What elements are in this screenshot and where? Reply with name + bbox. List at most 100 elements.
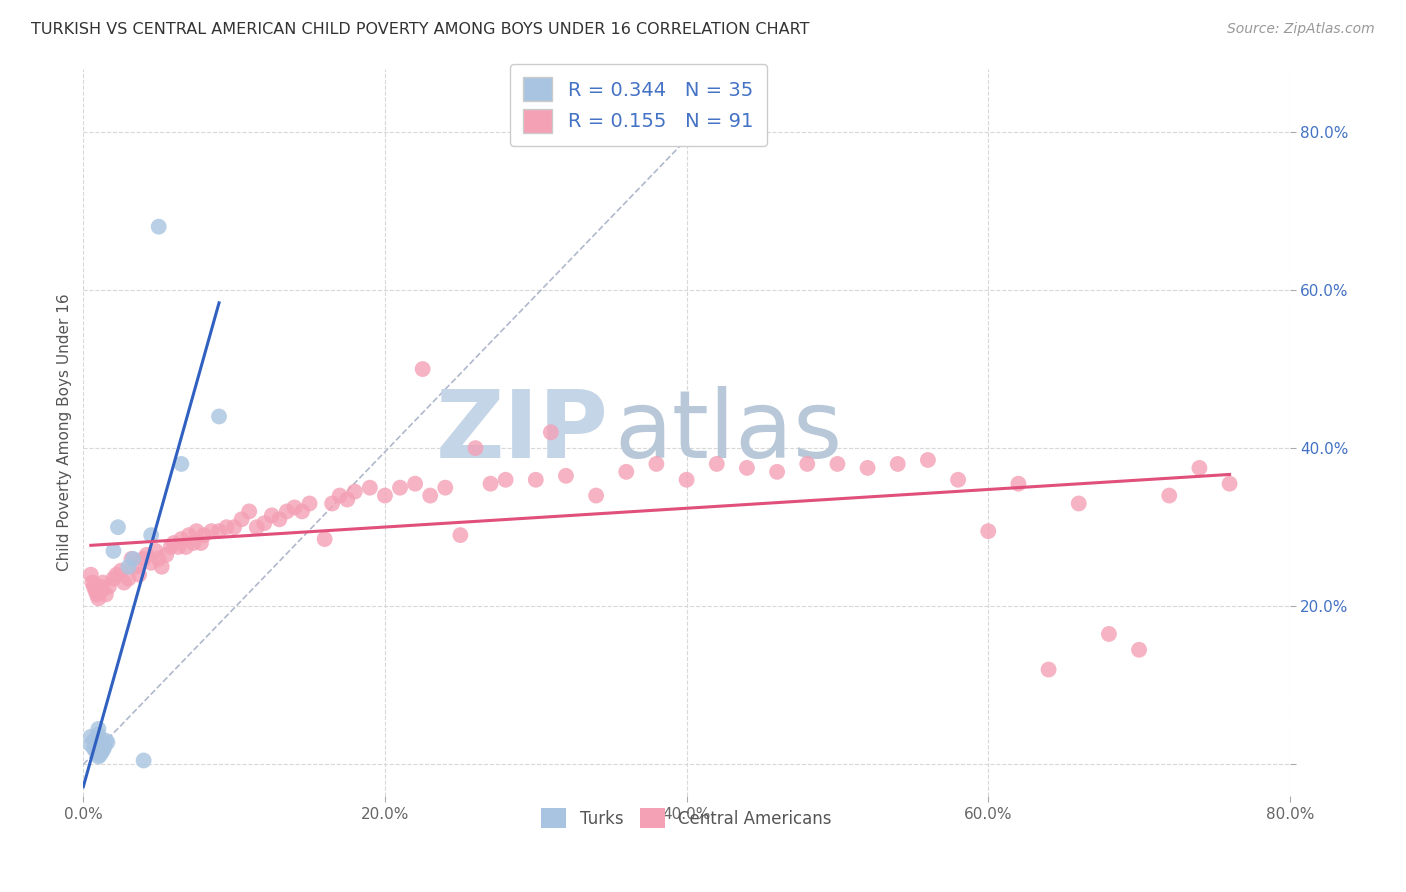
Point <box>90 740 112 755</box>
Point <box>132 754 155 768</box>
Point <box>298 496 321 510</box>
Point <box>110 564 132 578</box>
Point <box>83 733 105 747</box>
Point <box>1219 476 1241 491</box>
Point <box>291 504 314 518</box>
Point <box>150 559 173 574</box>
Text: Source: ZipAtlas.com: Source: ZipAtlas.com <box>1227 22 1375 37</box>
Text: TURKISH VS CENTRAL AMERICAN CHILD POVERTY AMONG BOYS UNDER 16 CORRELATION CHART: TURKISH VS CENTRAL AMERICAN CHILD POVERT… <box>31 22 810 37</box>
Point <box>359 481 381 495</box>
Point <box>121 552 143 566</box>
Point <box>83 741 105 756</box>
Point <box>87 743 110 757</box>
Point <box>84 738 107 752</box>
Point <box>524 473 547 487</box>
Point <box>90 583 112 598</box>
Point <box>314 532 336 546</box>
Point <box>887 457 910 471</box>
Point <box>80 567 103 582</box>
Point <box>94 587 117 601</box>
Point <box>389 481 412 495</box>
Point <box>105 567 128 582</box>
Point <box>87 722 110 736</box>
Point <box>103 572 125 586</box>
Point <box>177 528 200 542</box>
Point <box>122 552 145 566</box>
Point <box>132 552 155 566</box>
Point <box>329 489 352 503</box>
Point <box>193 528 215 542</box>
Point <box>135 548 157 562</box>
Point <box>269 512 291 526</box>
Point <box>87 727 110 741</box>
Point <box>148 219 170 234</box>
Point <box>89 580 111 594</box>
Point <box>449 528 471 542</box>
Point <box>148 552 170 566</box>
Text: atlas: atlas <box>614 386 842 478</box>
Point <box>183 536 205 550</box>
Point <box>321 496 343 510</box>
Point <box>94 733 117 747</box>
Point <box>86 587 108 601</box>
Point <box>87 738 110 752</box>
Point <box>91 743 114 757</box>
Point <box>170 532 193 546</box>
Point <box>84 743 107 757</box>
Point <box>97 580 120 594</box>
Point <box>555 468 578 483</box>
Point <box>675 473 697 487</box>
Point <box>190 536 212 550</box>
Point <box>89 740 111 755</box>
Point <box>145 544 167 558</box>
Point <box>215 520 238 534</box>
Point <box>117 559 139 574</box>
Point <box>90 746 112 760</box>
Point <box>1007 476 1029 491</box>
Point <box>343 484 366 499</box>
Point <box>540 425 562 440</box>
Point <box>645 457 668 471</box>
Point <box>856 461 879 475</box>
Point <box>82 575 104 590</box>
Point <box>224 520 246 534</box>
Point <box>412 362 434 376</box>
Point <box>96 735 118 749</box>
Point <box>977 524 1000 538</box>
Point <box>91 738 114 752</box>
Point <box>208 409 231 424</box>
Point <box>735 461 758 475</box>
Text: ZIP: ZIP <box>436 386 609 478</box>
Point <box>107 520 129 534</box>
Point <box>89 747 111 762</box>
Point <box>479 476 502 491</box>
Point <box>434 481 457 495</box>
Point <box>91 575 114 590</box>
Point <box>125 559 148 574</box>
Point <box>276 504 298 518</box>
Point <box>495 473 517 487</box>
Point <box>167 540 190 554</box>
Point <box>1159 489 1181 503</box>
Point <box>336 492 359 507</box>
Point <box>374 489 396 503</box>
Point <box>827 457 849 471</box>
Point <box>163 536 186 550</box>
Point <box>90 735 112 749</box>
Point <box>200 524 222 538</box>
Point <box>117 572 139 586</box>
Point <box>253 516 276 531</box>
Point <box>87 749 110 764</box>
Point <box>80 738 103 752</box>
Point <box>141 556 163 570</box>
Point <box>93 740 115 755</box>
Point <box>128 567 150 582</box>
Point <box>80 730 103 744</box>
Point <box>404 476 426 491</box>
Point <box>464 441 486 455</box>
Legend: Turks, Central Americans: Turks, Central Americans <box>534 801 838 835</box>
Point <box>89 733 111 747</box>
Point <box>419 489 441 503</box>
Point <box>86 746 108 760</box>
Point <box>917 453 939 467</box>
